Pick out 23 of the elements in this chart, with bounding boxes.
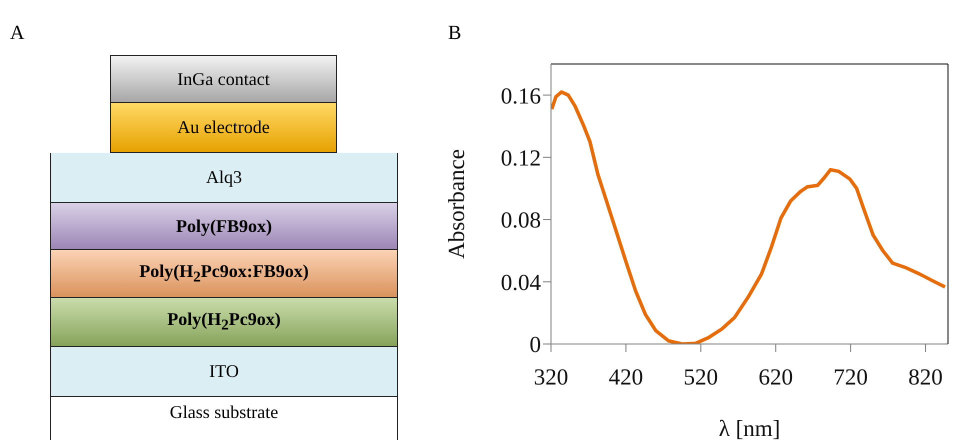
text: A bbox=[10, 22, 24, 45]
text: Glass substrate bbox=[170, 402, 278, 423]
chart-title: B bbox=[448, 22, 462, 45]
text: Poly(H$_{2}$Pc9ox:FB9ox) bbox=[139, 260, 309, 286]
text: Alq3 bbox=[206, 167, 242, 188]
text: Poly(H$_{2}$Pc9ox) bbox=[167, 309, 281, 335]
text: ITO bbox=[209, 361, 239, 382]
y-tick-label: 0.16 bbox=[500, 83, 541, 108]
y-tick-label: 0.08 bbox=[500, 208, 541, 233]
y-tick-label: 0.12 bbox=[500, 146, 541, 170]
x-tick-label: 520 bbox=[684, 364, 718, 390]
x-axis-title: λ [nm] bbox=[718, 416, 780, 440]
x-tick-label: 320 bbox=[534, 364, 568, 390]
x-tick-label: 820 bbox=[908, 364, 943, 390]
x-tick-label: 720 bbox=[833, 364, 868, 390]
x-tick-label: 620 bbox=[758, 364, 793, 390]
x-tick-label: 420 bbox=[608, 364, 644, 390]
y-axis-title: Absorbance bbox=[444, 149, 470, 259]
text: Poly(FB9ox) bbox=[176, 216, 272, 236]
y-tick-label: 0 bbox=[530, 332, 541, 358]
y-tick-label: 0.04 bbox=[500, 270, 542, 295]
text: InGa contact bbox=[177, 68, 270, 90]
text: Au electrode bbox=[177, 117, 270, 138]
